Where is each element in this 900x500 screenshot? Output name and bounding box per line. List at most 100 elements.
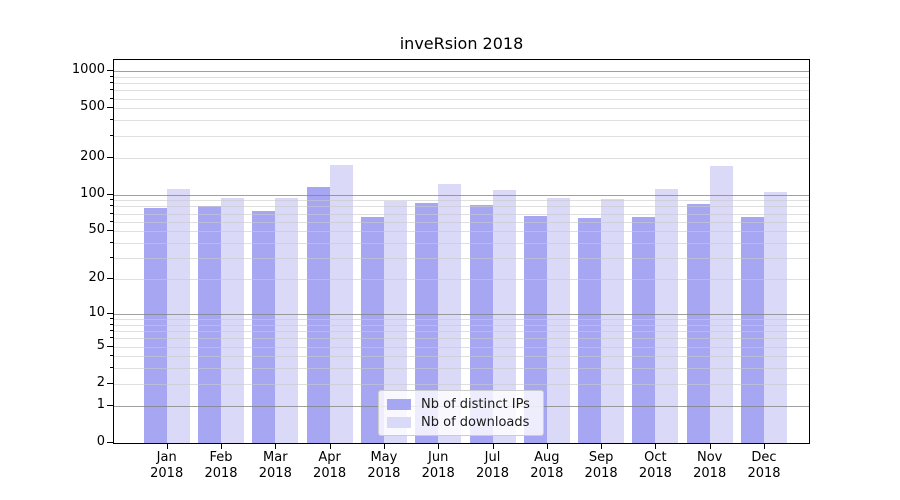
bar-jun-downloads: [438, 183, 462, 443]
y-tick-label: 20: [88, 270, 105, 286]
y-minor-tick-mark: [110, 330, 113, 332]
y-minor-tick-mark: [110, 97, 113, 99]
x-tick-label-jan: Jan 2018: [150, 450, 184, 481]
gridline-minor: [114, 206, 809, 208]
y-minor-tick-mark: [110, 119, 113, 121]
y-minor-tick-mark: [110, 323, 113, 325]
bar-dec-downloads: [764, 191, 787, 443]
gridline-minor: [114, 76, 809, 78]
gridline-minor: [114, 108, 809, 110]
bar-nov-downloads: [709, 166, 733, 443]
bar-may-downloads: [383, 200, 407, 443]
y-minor-tick-mark: [110, 257, 113, 259]
y-minor-tick-mark: [110, 318, 113, 320]
x-tick-label-oct: Oct 2018: [638, 450, 672, 481]
y-minor-tick-mark: [110, 89, 113, 91]
y-tick-label: 50: [88, 222, 105, 238]
gridline-minor: [114, 213, 809, 215]
x-tick-mark: [546, 444, 548, 449]
y-tick-mark: [107, 193, 113, 195]
y-tick-label: 1000: [71, 62, 105, 78]
bar-nov-distinct-ips: [686, 203, 710, 443]
x-tick-mark: [438, 444, 440, 449]
gridline-minor: [114, 120, 809, 122]
gridline-minor: [114, 356, 809, 358]
gridline-minor: [114, 98, 809, 100]
gridline-minor: [114, 346, 809, 348]
x-tick-label-jul: Jul 2018: [475, 450, 510, 481]
x-tick-label-nov: Nov 2018: [693, 450, 727, 481]
y-tick-mark: [107, 382, 113, 384]
x-tick-mark: [601, 444, 603, 449]
legend-row-downloads: Nb of downloads: [387, 415, 535, 430]
y-tick-mark: [107, 278, 113, 280]
y-tick-label: 0: [96, 434, 105, 449]
bar-oct-downloads: [655, 188, 679, 443]
x-tick-mark: [492, 444, 494, 449]
legend-label-downloads: Nb of downloads: [421, 414, 530, 430]
bar-feb-distinct-ips: [198, 205, 221, 443]
legend-swatch-distinct-ips: [387, 398, 411, 410]
gridline-major: [114, 194, 809, 196]
gridline-major: [114, 313, 809, 315]
x-tick-mark: [764, 444, 765, 449]
bar-jun-distinct-ips: [415, 202, 439, 443]
x-tick-mark: [383, 444, 385, 449]
legend-row-distinct-ips: Nb of distinct IPs: [387, 397, 535, 412]
bar-jan-downloads: [166, 189, 190, 443]
gridline-minor: [114, 83, 809, 85]
gridline-minor: [114, 338, 809, 340]
bar-may-distinct-ips: [360, 216, 384, 443]
bar-apr-downloads: [329, 165, 353, 443]
bar-jul-distinct-ips: [469, 204, 493, 443]
y-tick-label: 5: [96, 337, 105, 353]
x-tick-label-jun: Jun 2018: [421, 450, 455, 481]
y-tick-mark: [107, 442, 113, 443]
y-minor-tick-mark: [110, 242, 113, 244]
y-minor-tick-mark: [110, 75, 113, 77]
bar-aug-distinct-ips: [523, 215, 547, 443]
y-tick-label: 2: [96, 374, 105, 390]
bars-layer: [114, 60, 809, 443]
gridline-minor: [114, 319, 809, 321]
y-minor-tick-mark: [110, 199, 113, 201]
y-minor-tick-mark: [110, 134, 113, 136]
y-tick-mark: [107, 156, 113, 158]
y-minor-tick-mark: [110, 82, 113, 84]
gridline-minor: [114, 200, 809, 202]
legend: Nb of distinct IPs Nb of downloads: [378, 390, 544, 436]
x-tick-label-aug: Aug 2018: [530, 450, 564, 481]
y-tick-mark: [107, 404, 113, 406]
x-tick-label-may: May 2018: [367, 450, 401, 481]
gridline-major: [114, 71, 809, 73]
x-tick-mark: [221, 444, 222, 449]
x-tick-mark: [166, 444, 168, 449]
x-tick-mark: [709, 444, 711, 449]
gridline-minor: [114, 243, 809, 245]
x-tick-mark: [275, 444, 277, 449]
gridline-minor: [114, 331, 809, 333]
y-minor-tick-mark: [110, 220, 113, 222]
gridline-minor: [114, 135, 809, 137]
bar-mar-distinct-ips: [252, 210, 276, 443]
y-tick-label: 200: [80, 148, 105, 164]
gridline-minor: [114, 221, 809, 223]
y-tick-mark: [107, 230, 113, 232]
gridline-minor: [114, 279, 809, 281]
gridline-minor: [114, 258, 809, 260]
legend-label-distinct-ips: Nb of distinct IPs: [421, 396, 530, 412]
bar-dec-distinct-ips: [741, 216, 764, 443]
chart-title: inveRsion 2018: [399, 34, 524, 53]
y-minor-tick-mark: [110, 367, 113, 369]
y-tick-mark: [107, 345, 113, 347]
gridline-minor: [114, 324, 809, 326]
x-tick-label-feb: Feb 2018: [204, 450, 238, 481]
x-tick-label-mar: Mar 2018: [258, 450, 292, 481]
y-minor-tick-mark: [110, 355, 113, 357]
gridline-minor: [114, 231, 809, 233]
bar-oct-distinct-ips: [632, 217, 656, 443]
y-tick-label: 1: [96, 396, 105, 412]
y-tick-mark: [107, 107, 113, 109]
y-minor-tick-mark: [110, 337, 113, 339]
y-tick-label: 100: [80, 185, 105, 201]
